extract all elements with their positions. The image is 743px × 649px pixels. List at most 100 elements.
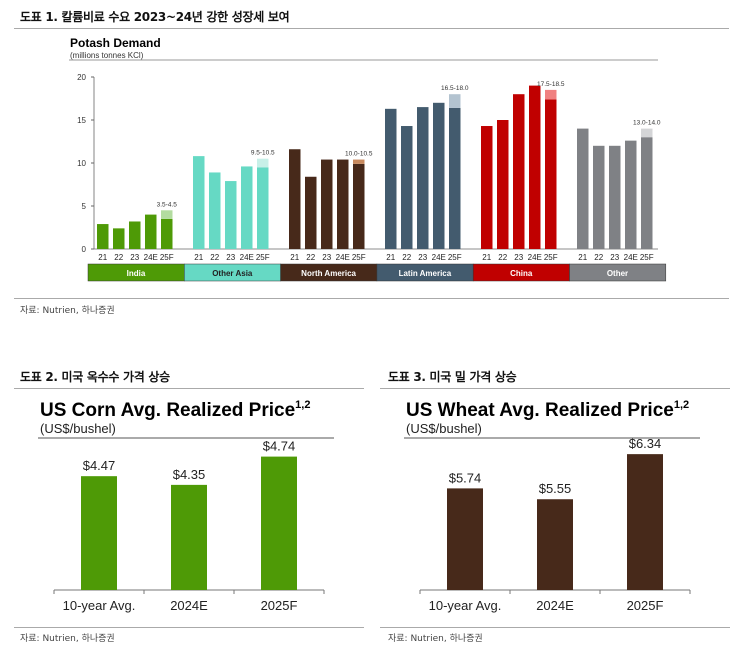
figure3-source: 자료: Nutrien, 하나증권	[388, 634, 483, 644]
chart-subtitle: (US$/bushel)	[40, 421, 116, 436]
x-tick-label: 10-year Avg.	[63, 598, 136, 613]
forecast-range-bar	[353, 159, 365, 164]
bar	[449, 107, 461, 250]
bar	[537, 499, 573, 590]
bar	[337, 159, 349, 249]
region-label: Other	[607, 269, 628, 278]
y-tick-label: 15	[77, 116, 86, 125]
figure3-caption: 도표 3. 미국 밀 가격 상승	[388, 370, 517, 384]
bar	[593, 145, 605, 249]
divider	[14, 388, 364, 389]
x-tick-label: 23	[226, 253, 235, 262]
potash-demand-chart: Potash Demand(millions tonnes KCl) 0 5 10 15…	[69, 36, 667, 282]
bar	[401, 126, 413, 249]
bar	[171, 484, 207, 590]
chart-subtitle: (millions tonnes KCl)	[70, 51, 144, 60]
x-tick-label: 10-year Avg.	[429, 598, 502, 613]
x-tick-label: 22	[594, 253, 603, 262]
x-tick-label: 24E	[144, 253, 158, 262]
data-label: $4.74	[263, 439, 296, 454]
chart-subtitle: (US$/bushel)	[406, 421, 482, 436]
bar	[481, 126, 493, 249]
data-label: $5.55	[539, 481, 572, 496]
chart-title: US Corn Avg. Realized Price1,2	[40, 399, 310, 421]
range-label: 13.0-14.0	[633, 120, 661, 127]
x-tick-label: 25F	[352, 253, 366, 262]
bar	[625, 140, 637, 249]
wheat-price-chart: US Wheat Avg. Realized Price1,2(US$/bush…	[404, 399, 700, 613]
bar	[353, 163, 365, 249]
bar	[497, 120, 509, 249]
x-tick-label: 25F	[640, 253, 654, 262]
x-tick-label: 23	[418, 253, 427, 262]
x-tick-label: 2025F	[627, 598, 664, 613]
bar	[145, 214, 157, 249]
x-tick-label: 24E	[432, 253, 446, 262]
data-label: $6.34	[629, 436, 662, 451]
x-tick-label: 25F	[448, 253, 462, 262]
bar	[609, 145, 621, 249]
bar	[447, 488, 483, 590]
x-tick-label: 21	[98, 253, 107, 262]
x-tick-label: 23	[514, 253, 523, 262]
divider	[380, 388, 730, 389]
x-tick-label: 23	[322, 253, 331, 262]
divider	[14, 28, 729, 29]
x-tick-label: 2025F	[261, 598, 298, 613]
data-label: $5.74	[449, 470, 482, 485]
bar	[161, 218, 173, 249]
x-tick-label: 21	[482, 253, 491, 262]
bar	[577, 128, 589, 249]
y-tick-label: 0	[82, 245, 87, 254]
x-tick-label: 21	[578, 253, 587, 262]
forecast-range-bar	[641, 128, 653, 138]
region-label: North America	[301, 269, 356, 278]
bar	[129, 221, 141, 249]
data-label: $4.35	[173, 467, 206, 482]
x-tick-label: 21	[386, 253, 395, 262]
bar	[385, 108, 397, 249]
x-tick-label: 24E	[528, 253, 542, 262]
divider	[380, 627, 730, 628]
bar	[513, 94, 525, 249]
x-tick-label: 2024E	[536, 598, 574, 613]
region-band	[569, 263, 667, 282]
x-tick-label: 22	[210, 253, 219, 262]
x-tick-label: 22	[402, 253, 411, 262]
divider	[14, 298, 729, 299]
bar	[241, 166, 253, 249]
bar	[433, 102, 445, 249]
bar	[289, 149, 301, 249]
bar	[261, 456, 297, 590]
bar	[417, 107, 429, 249]
bar	[81, 476, 117, 590]
range-label: 17.5-18.5	[537, 81, 565, 88]
title-superscript: 1,2	[295, 399, 310, 411]
bar	[305, 176, 317, 249]
divider	[14, 627, 364, 628]
corn-price-chart: US Corn Avg. Realized Price1,2(US$/bushe…	[38, 399, 334, 613]
range-label: 10.0-10.5	[345, 151, 373, 158]
x-tick-label: 21	[290, 253, 299, 262]
figure2-caption: 도표 2. 미국 옥수수 가격 상승	[20, 370, 170, 384]
x-tick-label: 24E	[240, 253, 254, 262]
x-tick-label: 24E	[624, 253, 638, 262]
bar	[193, 156, 205, 249]
y-tick-label: 5	[82, 202, 87, 211]
figure1-caption: 도표 1. 칼륨비료 수요 2023~24년 강한 성장세 보여	[20, 10, 290, 24]
x-tick-label: 23	[610, 253, 619, 262]
forecast-range-bar	[449, 94, 461, 108]
chart-title: US Wheat Avg. Realized Price1,2	[406, 399, 689, 421]
y-tick-label: 10	[77, 159, 86, 168]
range-label: 16.5-18.0	[441, 85, 469, 92]
range-label: 3.5-4.5	[157, 201, 178, 208]
x-tick-label: 22	[114, 253, 123, 262]
region-label: China	[510, 269, 533, 278]
region-label: Latin America	[399, 269, 452, 278]
x-tick-label: 23	[130, 253, 139, 262]
bar	[627, 454, 663, 590]
x-tick-label: 25F	[544, 253, 558, 262]
range-label: 9.5-10.5	[251, 150, 275, 157]
title-superscript: 1,2	[674, 399, 689, 411]
x-tick-label: 21	[194, 253, 203, 262]
